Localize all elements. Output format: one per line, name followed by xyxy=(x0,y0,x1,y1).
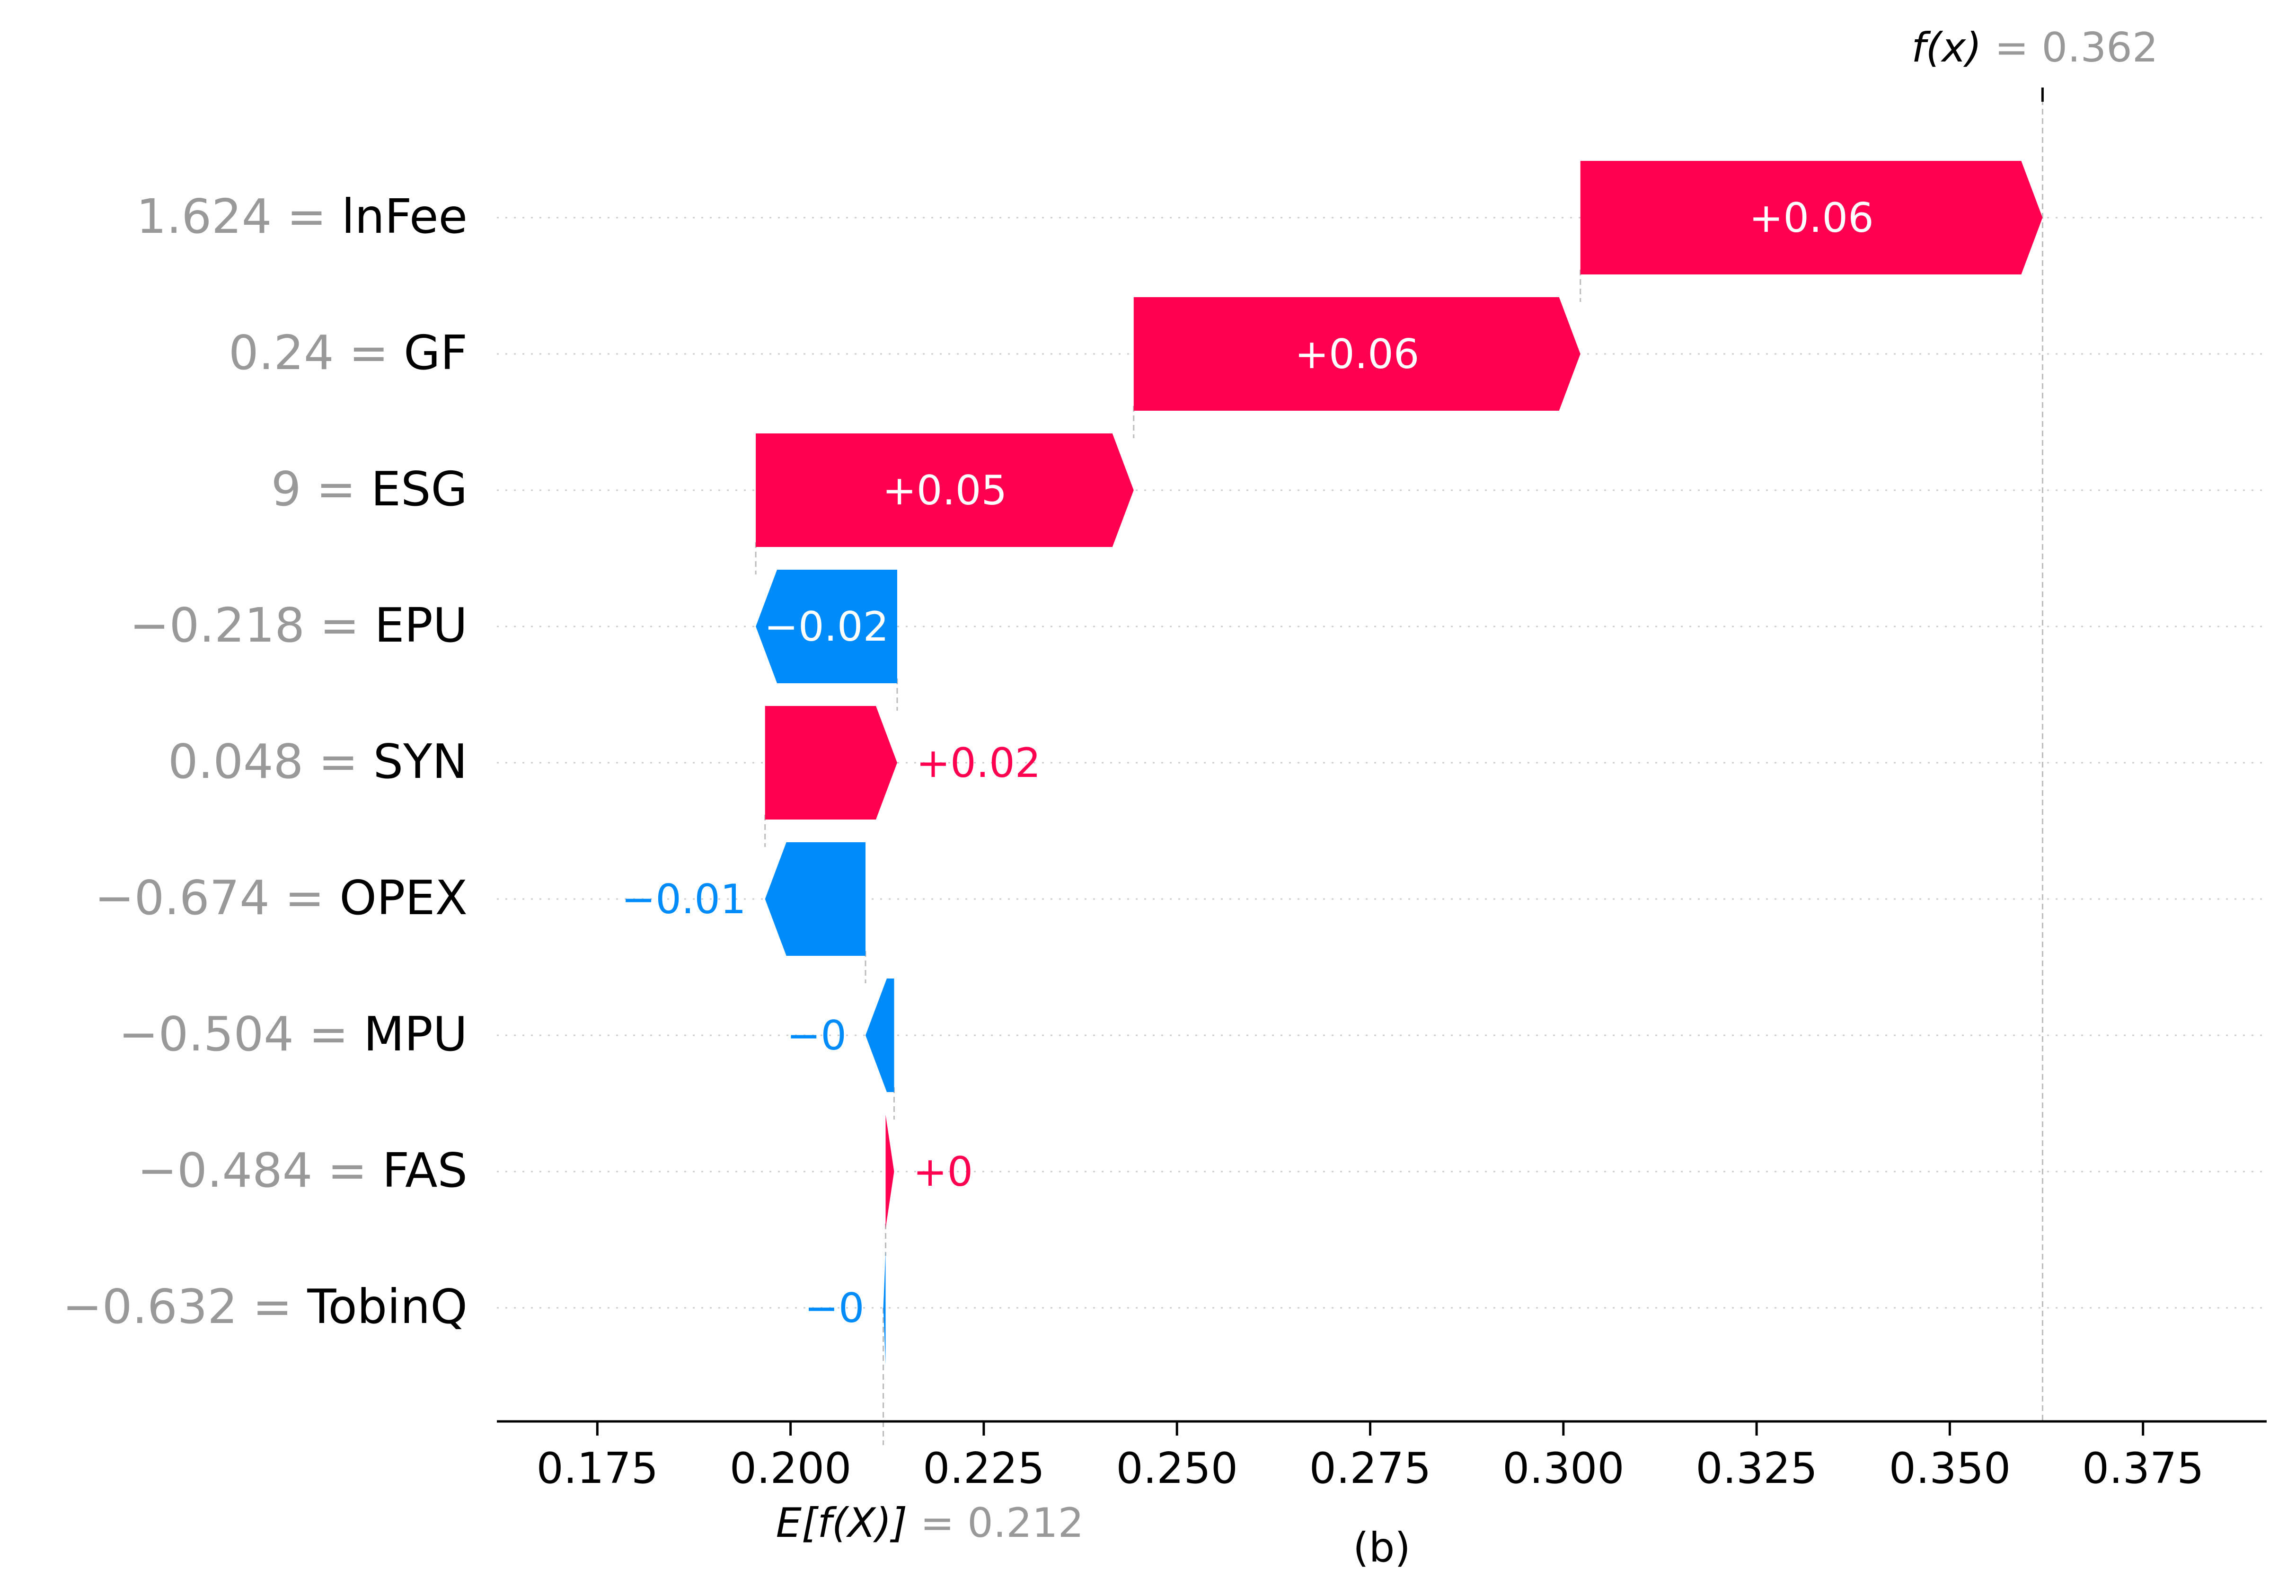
shap-bar xyxy=(865,979,894,1092)
feature-label-layer: 1.624 = lnFee 0.24 = GF 9 = ESG −0.218 = EP… xyxy=(62,189,468,1334)
bar-label-layer: +0.06 +0.06 +0.05 −0.02 +0.02 −0.01 −0 +0 −0 xyxy=(621,194,1874,1332)
x-tick-label: 0.200 xyxy=(730,1444,852,1493)
x-tick-label: 0.175 xyxy=(536,1444,658,1493)
feature-value-text: 1.624 = xyxy=(136,189,342,244)
feature-label: −0.484 = FAS xyxy=(137,1143,468,1198)
shap-bar xyxy=(756,570,897,683)
shap-bar xyxy=(756,433,1134,547)
x-tick-label: 0.325 xyxy=(1696,1444,1818,1493)
feature-name-text: GF xyxy=(404,325,468,380)
feature-value-text: −0.632 = xyxy=(62,1279,307,1334)
shap-bar xyxy=(1133,297,1581,411)
x-tick-label: 0.375 xyxy=(2082,1444,2204,1493)
x-tick-label: 0.275 xyxy=(1309,1444,1431,1493)
final-value-name: f(x) xyxy=(1911,24,1981,71)
chart-subtitle: (b) xyxy=(1353,1524,1411,1571)
feature-value-text: 9 = xyxy=(271,461,371,517)
feature-value-text: 0.048 = xyxy=(168,734,373,789)
feature-name-text: TobinQ xyxy=(307,1279,468,1334)
final-value-label: f(x) = 0.362 xyxy=(1911,24,2158,71)
feature-label: 9 = ESG xyxy=(271,461,468,517)
shap-bar xyxy=(883,1251,886,1365)
shap-bar xyxy=(1580,161,2043,274)
base-value-label: E[f(X)] = 0.212 xyxy=(776,1499,1084,1547)
base-value-name: E[f(X)] xyxy=(776,1499,908,1547)
feature-label: −0.632 = TobinQ xyxy=(62,1279,468,1334)
feature-label: 0.24 = GF xyxy=(229,325,468,380)
bar-value-label: +0.02 xyxy=(916,740,1041,787)
bar-value-label: −0 xyxy=(804,1285,865,1332)
x-tick-label: 0.300 xyxy=(1502,1444,1625,1493)
bar-value-label: −0 xyxy=(786,1012,847,1059)
feature-name-text: SYN xyxy=(373,734,468,789)
shap-bar xyxy=(885,1115,894,1228)
feature-label: 1.624 = lnFee xyxy=(136,189,468,244)
feature-value-text: −0.484 = xyxy=(137,1143,382,1198)
feature-label: −0.674 = OPEX xyxy=(95,870,468,926)
feature-value-text: 0.24 = xyxy=(229,325,404,380)
shap-bar xyxy=(765,706,897,820)
final-value-number: = 0.362 xyxy=(1982,24,2158,71)
bar-value-label: +0.05 xyxy=(883,467,1007,514)
feature-name-text: ESG xyxy=(371,461,468,517)
shap-bar xyxy=(765,842,866,956)
feature-name-text: OPEX xyxy=(339,870,468,926)
bar-value-label: +0.06 xyxy=(1749,194,1874,242)
feature-value-text: −0.504 = xyxy=(119,1006,363,1062)
feature-name-text: EPU xyxy=(374,598,468,653)
bar-value-label: −0.02 xyxy=(764,603,889,651)
x-tick-label: 0.350 xyxy=(1889,1444,2011,1493)
bar-value-label: −0.01 xyxy=(621,876,746,923)
feature-value-text: −0.218 = xyxy=(130,598,374,653)
bar-layer xyxy=(756,161,2043,1365)
feature-label: 0.048 = SYN xyxy=(168,734,468,789)
feature-label: −0.218 = EPU xyxy=(130,598,468,653)
feature-name-text: lnFee xyxy=(342,189,468,244)
bar-value-label: +0 xyxy=(913,1148,973,1196)
base-value-number: = 0.212 xyxy=(907,1499,1084,1547)
feature-name-text: FAS xyxy=(382,1143,468,1198)
feature-label: −0.504 = MPU xyxy=(119,1006,468,1062)
x-tick-label: 0.250 xyxy=(1116,1444,1238,1493)
x-tick-label: 0.225 xyxy=(923,1444,1045,1493)
feature-value-text: −0.674 = xyxy=(95,870,339,926)
feature-name-text: MPU xyxy=(363,1006,468,1062)
x-tick-layer: 0.175 0.200 0.225 0.250 0.275 0.300 0.325 0.350… xyxy=(536,1421,2204,1493)
bar-value-label: +0.06 xyxy=(1295,331,1420,378)
